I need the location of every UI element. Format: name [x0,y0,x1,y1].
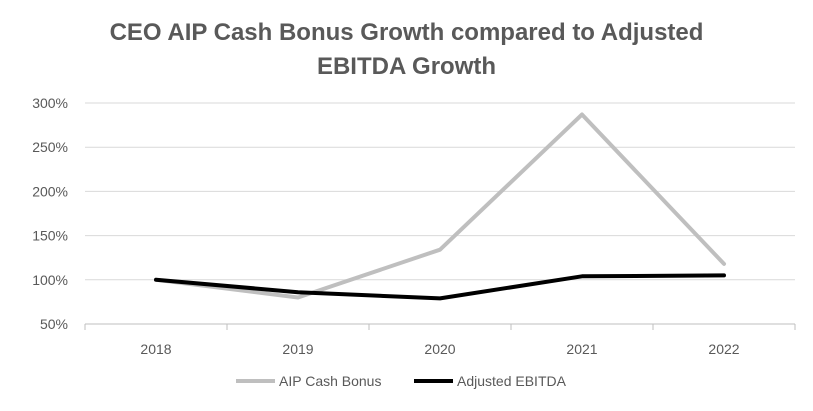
chart-title-line-2: EBITDA Growth [316,53,497,80]
y-tick-label: 100% [32,272,68,288]
series-line-adjusted-ebitda [154,273,726,301]
legend: AIP Cash Bonus Adjusted EBITDA [236,373,567,389]
x-tick-label: 2022 [708,341,739,357]
axes: 50% 100% 150% 200% 250% 300% 2018 2019 2020 2021 2… [32,95,796,357]
x-tick-label: 2019 [282,341,313,357]
y-tick-label: 50% [40,316,68,332]
chart-title-line-1: CEO AIP Cash Bonus Growth compared to Ad… [109,19,704,46]
x-tick-label: 2021 [566,341,597,357]
y-tick-label: 300% [32,95,68,111]
series-line-aip-cash-bonus [154,112,726,300]
y-tick-label: 200% [32,183,68,199]
x-tick-label: 2020 [424,341,455,357]
legend-label: Adjusted EBITDA [457,373,567,389]
legend-label: AIP Cash Bonus [279,373,381,389]
y-tick-label: 150% [32,228,68,244]
y-tick-label: 250% [32,139,68,155]
x-tick-label: 2018 [140,341,171,357]
gridlines [85,102,795,281]
chart-title: CEO AIP Cash Bonus Growth compared to Ad… [0,16,813,84]
series-lines [154,112,726,301]
